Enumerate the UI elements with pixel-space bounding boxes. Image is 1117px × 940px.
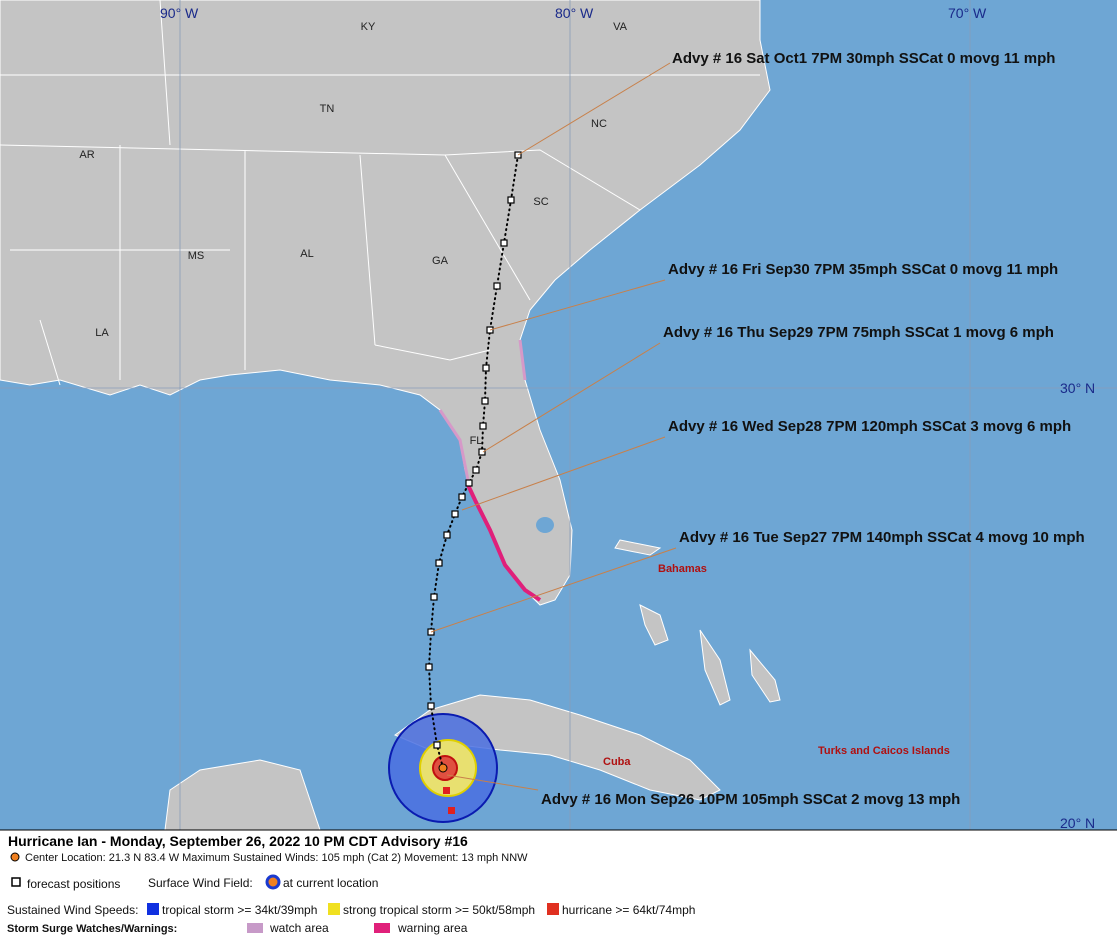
legend-forecast: forecast positions	[27, 877, 120, 891]
state-label: KY	[361, 21, 376, 33]
state-label: NC	[591, 118, 607, 130]
center-icon	[10, 852, 20, 862]
state-label: SC	[533, 196, 548, 208]
advisory-leader	[517, 62, 671, 156]
ts-swatch	[147, 903, 159, 915]
place-label: Cuba	[603, 756, 631, 768]
grid-label: 70° W	[948, 5, 987, 21]
hu-position	[443, 787, 450, 794]
state-label: MS	[188, 250, 205, 262]
legend-warning: warning area	[397, 921, 468, 935]
advisory-label: Advy # 16 Fri Sep30 7PM 35mph SSCat 0 mo…	[668, 261, 1058, 278]
advisory-leader	[461, 436, 666, 511]
grid-label: 90° W	[160, 5, 199, 21]
forecast-position	[482, 364, 490, 372]
forecast-position	[479, 422, 487, 430]
advisory-leader	[446, 774, 539, 791]
forecast-position	[451, 510, 459, 518]
advisory-leader	[430, 547, 677, 633]
surge-watch	[438, 339, 527, 481]
forecast-position	[425, 663, 433, 671]
state-label: LA	[95, 327, 109, 339]
forecast-position	[465, 479, 473, 487]
lake	[536, 517, 554, 533]
legend-wind-field: Surface Wind Field:	[148, 876, 253, 890]
legend-sts: strong tropical storm >= 50kt/58mph	[343, 903, 535, 917]
place-label: Turks and Caicos Islands	[818, 745, 950, 757]
forecast-icon	[11, 877, 21, 887]
grid-label: 20° N	[1060, 815, 1095, 831]
forecast-position	[430, 593, 438, 601]
current-center	[438, 763, 448, 773]
forecast-position	[435, 559, 443, 567]
legend-current: at current location	[283, 876, 378, 890]
bahamas	[614, 539, 781, 706]
forecast-position	[433, 741, 441, 749]
place-label: Bahamas	[658, 563, 707, 575]
forecast-position	[481, 397, 489, 405]
legend-speeds: Sustained Wind Speeds:	[7, 903, 138, 917]
warning-swatch	[374, 923, 390, 933]
forecast-position	[507, 196, 515, 204]
legend-panel	[0, 830, 1117, 940]
legend-hu: hurricane >= 64kt/74mph	[562, 903, 695, 917]
advisories: Advy # 16 Sat Oct1 7PM 30mph SSCat 0 mov…	[430, 50, 1085, 808]
forecast-position	[427, 702, 435, 710]
state-label: GA	[432, 255, 449, 267]
advisory-leader	[489, 279, 666, 331]
state-label: TN	[320, 103, 335, 115]
forecast-position	[472, 466, 480, 474]
watch-swatch	[247, 923, 263, 933]
forecast-position	[443, 531, 451, 539]
advisory-label: Advy # 16 Wed Sep28 7PM 120mph SSCat 3 m…	[668, 418, 1071, 435]
forecast-position	[500, 239, 508, 247]
state-label: FL	[470, 435, 483, 447]
advisory-label: Advy # 16 Mon Sep26 10PM 105mph SSCat 2 …	[541, 791, 960, 808]
forecast-position	[493, 282, 501, 290]
sts-swatch	[328, 903, 340, 915]
legend-surge: Storm Surge Watches/Warnings:	[7, 923, 177, 935]
state-label: VA	[613, 21, 628, 33]
legend-watch: watch area	[269, 921, 329, 935]
forecast-position	[478, 448, 486, 456]
advisory-label: Advy # 16 Sat Oct1 7PM 30mph SSCat 0 mov…	[672, 50, 1055, 67]
advisory-label: Advy # 16 Thu Sep29 7PM 75mph SSCat 1 mo…	[663, 324, 1054, 341]
advisory-leader	[482, 342, 661, 453]
forecast-position	[458, 493, 466, 501]
state-label: AR	[79, 149, 94, 161]
grid-label: 80° W	[555, 5, 594, 21]
track-line	[427, 154, 519, 769]
advisory-label: Advy # 16 Tue Sep27 7PM 140mph SSCat 4 m…	[679, 529, 1085, 546]
grid-label: 30° N	[1060, 380, 1095, 396]
hu-position	[448, 807, 455, 814]
legend-ts: tropical storm >= 34kt/39mph	[162, 903, 317, 917]
hu-swatch	[547, 903, 559, 915]
state-borders	[0, 0, 760, 386]
surge-warning	[466, 484, 542, 602]
legend-title: Hurricane Ian - Monday, September 26, 20…	[8, 833, 468, 849]
current-icon	[265, 874, 281, 890]
state-label: AL	[300, 248, 313, 260]
legend-center: Center Location: 21.3 N 83.4 W Maximum S…	[25, 852, 528, 864]
grid	[0, 0, 1117, 830]
